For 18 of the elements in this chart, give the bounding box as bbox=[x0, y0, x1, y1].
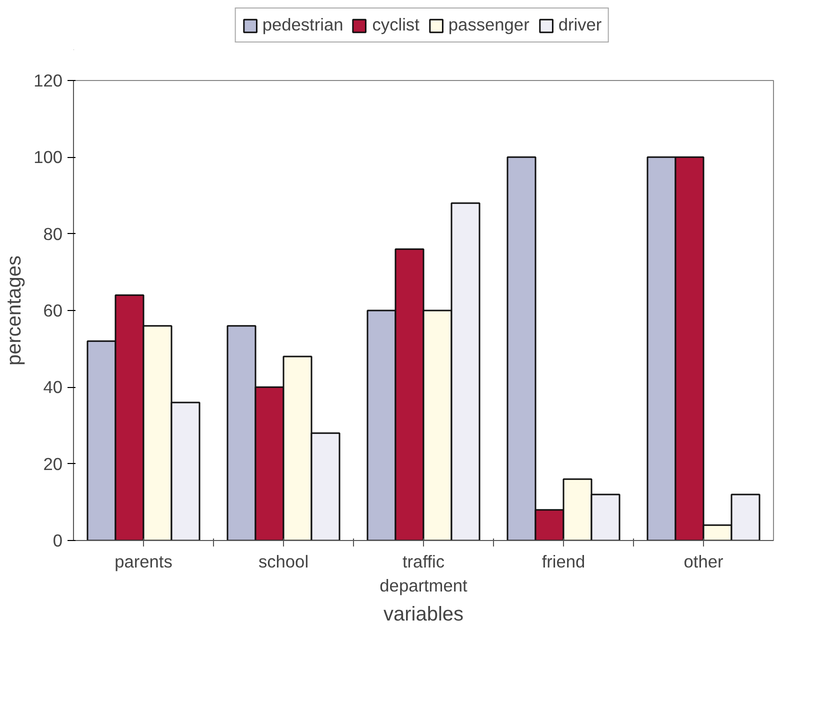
legend-label: pedestrian bbox=[262, 14, 344, 36]
y-tick-label: 80 bbox=[43, 224, 63, 244]
x-tick-label: school bbox=[258, 552, 309, 572]
y-tick-label: 40 bbox=[43, 377, 63, 398]
legend-label: cyclist bbox=[372, 14, 420, 36]
x-tick-label: other bbox=[684, 552, 724, 572]
y-axis-title: percentages bbox=[4, 255, 26, 366]
y-tick-label: 120 bbox=[34, 70, 63, 90]
y-tick-label: 20 bbox=[43, 454, 63, 474]
x-axis-title: variables bbox=[383, 604, 464, 626]
y-tick-label: 0 bbox=[52, 530, 63, 550]
legend-label: driver bbox=[558, 14, 602, 36]
y-tick-label: 60 bbox=[43, 300, 63, 320]
x-tick-label: friend bbox=[542, 552, 586, 572]
x-tick-label: traffic department bbox=[380, 552, 468, 596]
y-tick-label: 100 bbox=[34, 147, 63, 168]
x-tick-label: parents bbox=[114, 552, 173, 572]
legend-label: passenger bbox=[448, 14, 530, 36]
